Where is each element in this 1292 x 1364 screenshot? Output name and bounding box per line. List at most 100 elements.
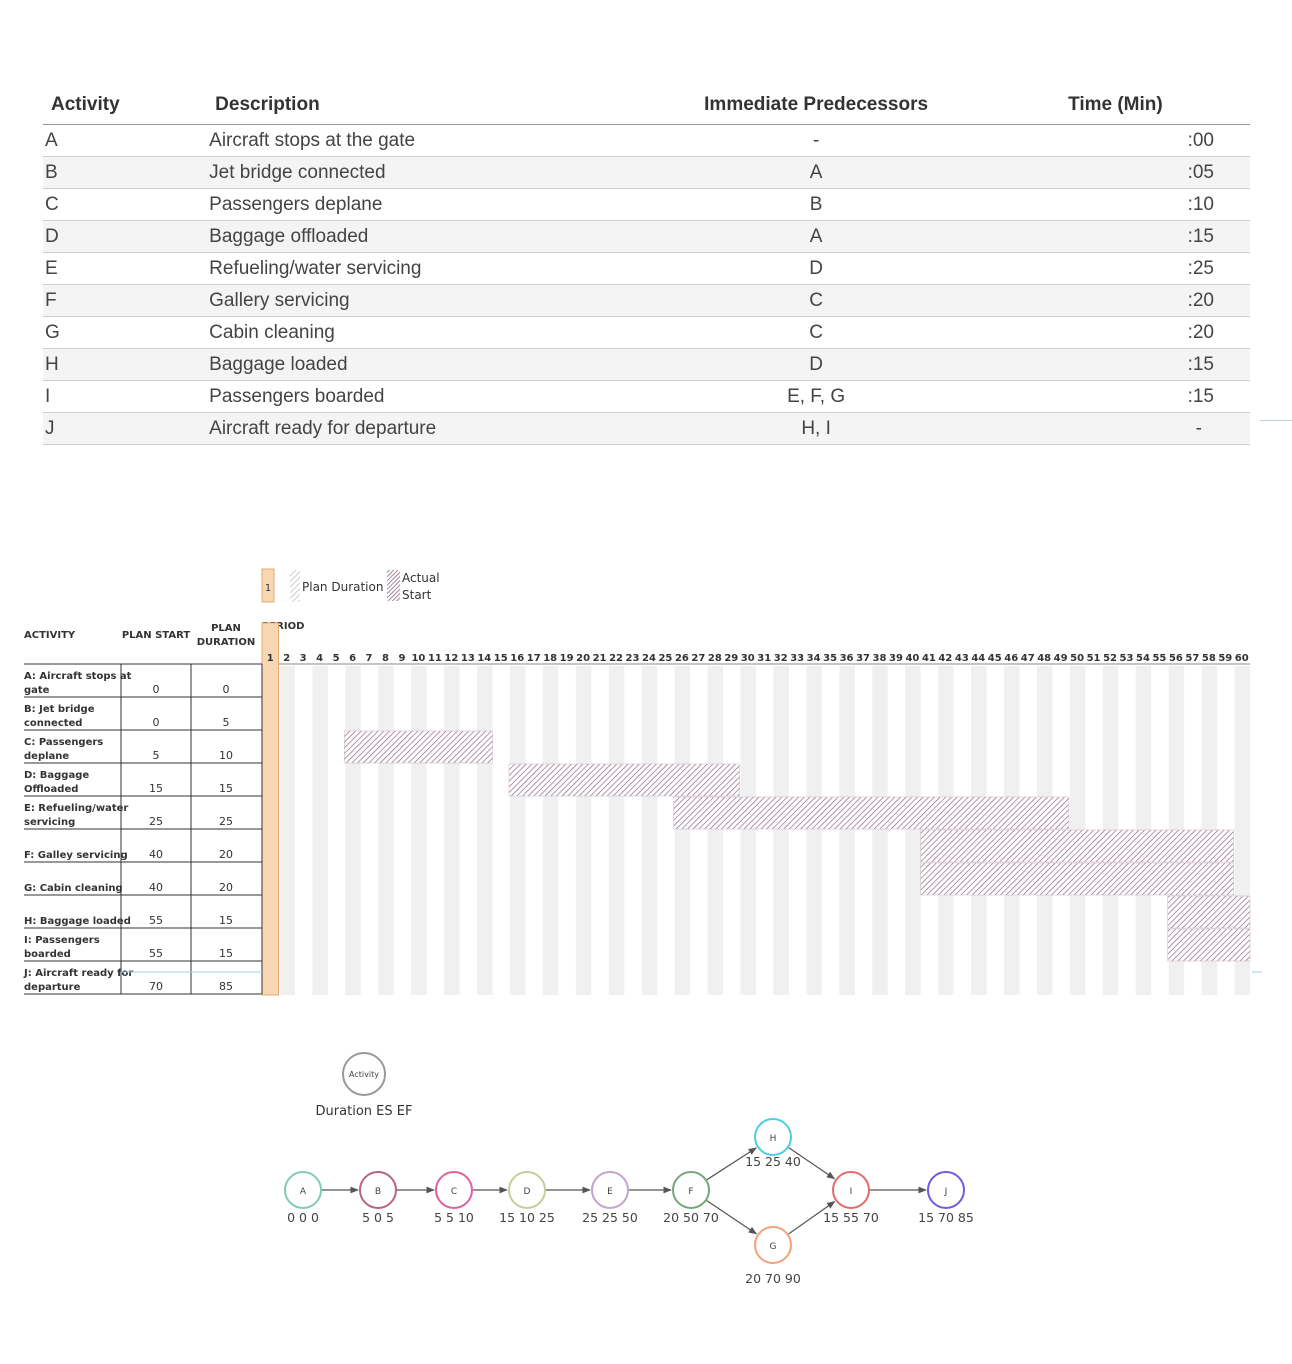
network-node — [284, 1171, 322, 1209]
period-number: 60 — [1235, 653, 1249, 664]
cell-time: - — [980, 412, 1250, 445]
cell-description: Aircraft stops at the gate — [209, 124, 652, 157]
period-number: 36 — [840, 653, 854, 664]
gantt-bar — [1167, 928, 1251, 962]
cell-time: :20 — [980, 316, 1250, 349]
gantt-plan-start: 5 — [153, 749, 160, 762]
period-number: 57 — [1185, 653, 1199, 664]
period-stripe-column — [542, 666, 559, 995]
table-row: I Passengers boarded E, F, G:15 — [43, 380, 1250, 413]
gantt-bar — [673, 796, 1070, 830]
gantt-activity-name: E: Refueling/water — [24, 803, 128, 814]
network-node-values: 5 5 10 — [434, 1210, 474, 1225]
cell-time: :15 — [980, 348, 1250, 381]
period-number: 53 — [1120, 653, 1134, 664]
gantt-plan-duration: 85 — [219, 980, 233, 993]
table-row: F Gallery servicing C:20 — [43, 284, 1250, 317]
cell-time: :25 — [980, 252, 1250, 285]
gantt-activity-name: deplane — [24, 751, 69, 762]
gantt-plan-duration: 25 — [219, 815, 233, 828]
network-node-values: 20 70 90 — [745, 1271, 801, 1286]
period-number: 26 — [675, 653, 689, 664]
gantt-activity-name: Offloaded — [24, 784, 78, 795]
network-node-id: F — [688, 1187, 693, 1197]
legend-node-label: Activity — [349, 1070, 379, 1079]
period-stripe-column — [872, 666, 888, 995]
cell-description: Aircraft ready for departure — [209, 412, 652, 445]
network-node-id: H — [770, 1134, 777, 1144]
network-node-id: J — [944, 1187, 948, 1197]
cell-time: :00 — [980, 124, 1250, 157]
cell-predecessors: A — [651, 220, 981, 253]
period-number: 18 — [543, 653, 557, 664]
header-predecessors: Immediate Predecessors — [651, 86, 981, 125]
period-number: 35 — [823, 653, 837, 664]
gantt-plan-start: 0 — [153, 683, 160, 696]
gantt-plan-duration: 10 — [219, 749, 233, 762]
period-number: 58 — [1202, 653, 1216, 664]
period-number: 1 — [267, 653, 274, 664]
gantt-bar — [920, 862, 1234, 896]
gantt-activity-name: J: Aircraft ready for — [23, 968, 133, 979]
period-number: 2 — [283, 653, 290, 664]
network-node — [359, 1171, 397, 1209]
period-number: 21 — [593, 653, 607, 664]
gantt-plan-duration: 20 — [219, 881, 233, 894]
network-node-id: B — [375, 1187, 381, 1197]
network-node — [754, 1226, 792, 1264]
period-number: 50 — [1070, 653, 1084, 664]
period-stripe-column — [641, 666, 658, 995]
cell-activity: I — [43, 380, 210, 413]
period-number: 43 — [955, 653, 969, 664]
legend-highlight-value: 1 — [265, 583, 271, 594]
network-edge — [706, 1147, 757, 1181]
period-number: 34 — [807, 653, 821, 664]
cell-description: Cabin cleaning — [209, 316, 652, 349]
table-row: H Baggage loaded D:15 — [43, 348, 1250, 381]
table-row: J Aircraft ready for departure H, I- — [43, 412, 1250, 445]
period-number: 9 — [398, 653, 405, 664]
cell-activity: C — [43, 188, 210, 221]
period-stripe-column — [674, 666, 691, 995]
network-node-id: A — [300, 1187, 307, 1197]
cell-activity: E — [43, 252, 210, 285]
gantt-plan-start: 40 — [149, 881, 163, 894]
legend-caption: Duration ES EF — [316, 1104, 413, 1119]
network-node — [508, 1171, 546, 1209]
period-number: 37 — [856, 653, 870, 664]
period-highlight-column — [261, 622, 279, 996]
cell-activity: H — [43, 348, 210, 381]
period-stripe-column — [345, 666, 361, 995]
legend-actual-start-label: Start — [402, 588, 432, 602]
period-number: 16 — [510, 653, 524, 664]
network-edge — [788, 1201, 836, 1235]
header-plan-duration: DURATION — [197, 637, 256, 648]
network-node — [672, 1171, 710, 1209]
gantt-plan-duration: 0 — [223, 683, 230, 696]
network-node-id: G — [770, 1242, 777, 1252]
gantt-plan-start: 55 — [149, 914, 163, 927]
table-row: C Passengers deplane B:10 — [43, 188, 1250, 221]
period-number: 25 — [658, 653, 672, 664]
period-number: 51 — [1087, 653, 1101, 664]
cell-activity: G — [43, 316, 210, 349]
period-number: 17 — [527, 653, 541, 664]
period-stripe-column — [312, 666, 328, 995]
period-number: 27 — [691, 653, 705, 664]
gantt-plan-start: 15 — [149, 782, 163, 795]
gantt-plan-duration: 15 — [219, 947, 233, 960]
cell-time: :15 — [980, 380, 1250, 413]
network-node — [591, 1171, 629, 1209]
period-number: 44 — [971, 653, 985, 664]
gantt-bar — [508, 763, 740, 797]
header-periods: PERIOD — [262, 621, 304, 632]
period-stripe-column — [510, 666, 526, 995]
period-stripe-column — [575, 666, 592, 995]
network-edge — [788, 1147, 836, 1180]
network-node-values: 15 25 40 — [745, 1154, 801, 1169]
gantt-activity-name: departure — [24, 982, 81, 993]
cell-activity: J — [43, 412, 210, 445]
period-number: 33 — [790, 653, 804, 664]
period-stripe-column — [839, 666, 855, 995]
cell-predecessors: D — [651, 348, 981, 381]
